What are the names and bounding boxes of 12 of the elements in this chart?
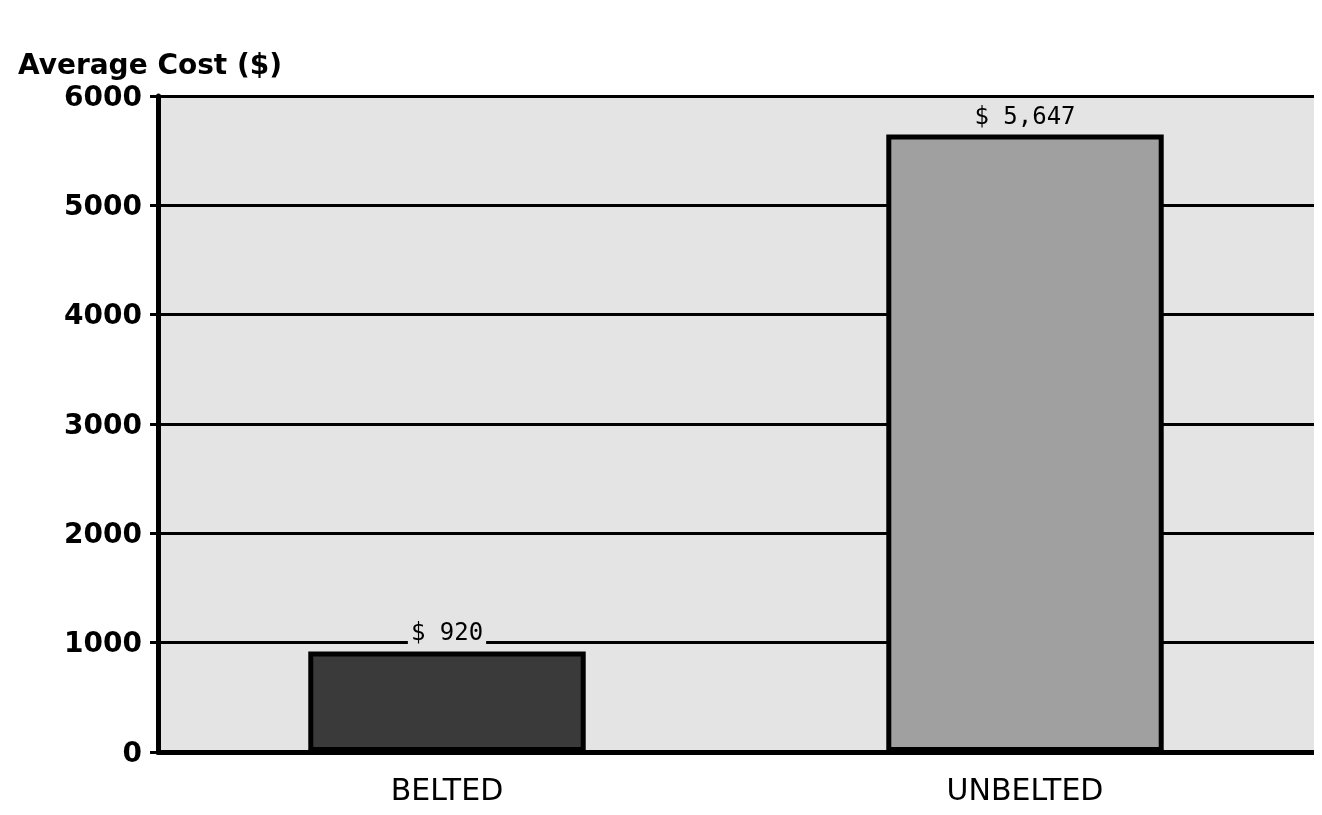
y-axis-title: Average Cost ($)	[18, 47, 283, 81]
y-tick-label: 3000	[64, 407, 142, 441]
y-tick-label: 4000	[64, 298, 142, 332]
y-tick-label: 5000	[64, 188, 142, 222]
y-tick-label: 2000	[64, 516, 142, 550]
x-tick-label: UNBELTED	[946, 771, 1104, 807]
data-label: $ 5,647	[974, 101, 1076, 130]
x-tick-label: BELTED	[390, 771, 504, 807]
data-label: $ 920	[410, 618, 484, 647]
y-tick-label: 6000	[64, 79, 142, 113]
y-tick-label: 0	[122, 735, 142, 769]
y-tick-label: 1000	[64, 626, 142, 660]
